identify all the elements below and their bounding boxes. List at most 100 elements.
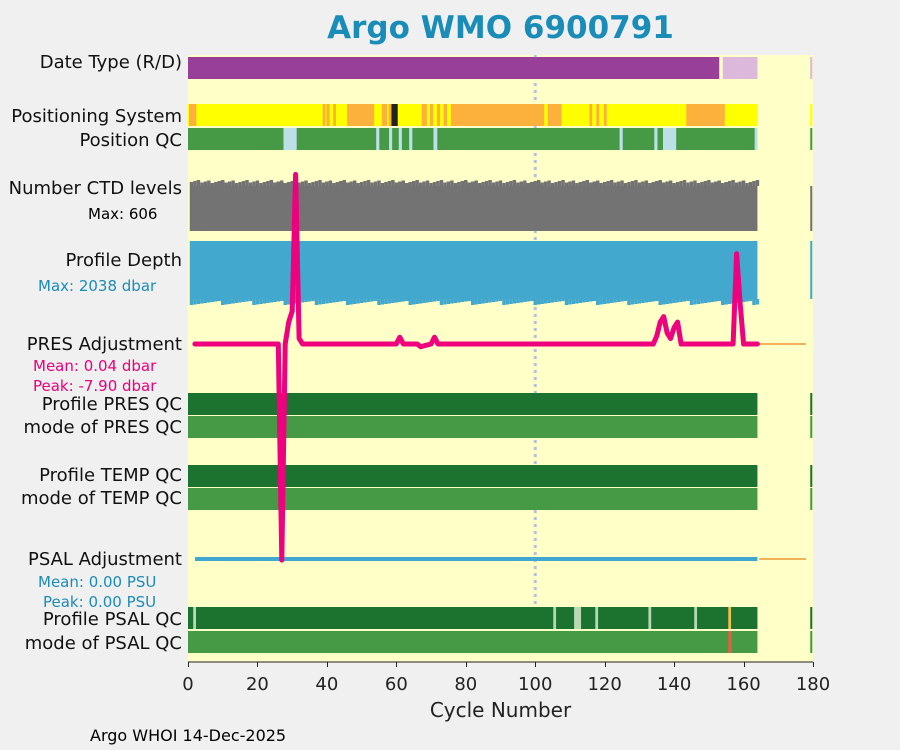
ctd-levels-tick	[606, 181, 610, 186]
x-tick	[604, 662, 606, 667]
label-mode-pres-qc: mode of PRES QC	[23, 417, 182, 438]
ctd-levels-tick	[540, 182, 544, 186]
ctd-levels-tick	[266, 181, 270, 186]
ctd-levels-tick	[575, 183, 579, 186]
profile-depth-tick	[273, 299, 277, 302]
profile-depth-tick	[651, 299, 656, 302]
profile-depth-tick	[276, 299, 281, 302]
profile-depth-tick	[349, 299, 353, 305]
ctd-levels-tick	[582, 181, 586, 186]
ctd-levels-tick	[370, 182, 374, 186]
positioning-segment	[381, 104, 387, 126]
x-tick-label: 140	[656, 674, 692, 695]
profile-depth-tick	[259, 299, 263, 304]
ctd-levels-tick	[738, 181, 742, 186]
ctd-levels-tick	[207, 180, 211, 186]
profile-depth-tick	[620, 299, 624, 302]
label-profile-temp-qc: Profile TEMP QC	[39, 465, 182, 486]
ctd-levels-tick	[227, 181, 232, 186]
profile-depth-tick	[700, 299, 704, 304]
ctd-levels-tick	[696, 183, 701, 186]
profile-depth-tick	[241, 299, 246, 302]
ctd-levels-tick	[224, 182, 228, 186]
ctd-levels-tick	[460, 181, 465, 186]
ctd-levels-tick	[384, 182, 388, 186]
x-tick	[743, 662, 745, 667]
position-qc-segment	[663, 128, 677, 150]
ctd-levels-tick	[297, 182, 301, 186]
profile-depth-tick	[568, 299, 572, 305]
ctd-levels-tick	[307, 183, 312, 186]
profile-depth-tick	[311, 299, 315, 301]
profile-depth-tick	[352, 299, 357, 304]
profile-depth-tick	[196, 299, 201, 304]
position-qc-end-mark	[810, 128, 813, 150]
profile-depth-tick	[234, 299, 239, 303]
profile-depth-tick	[325, 299, 329, 304]
ctd-levels-tick	[714, 181, 718, 186]
position-qc-segment	[409, 128, 413, 150]
ctd-levels-tick	[314, 181, 319, 186]
ctd-levels-tick	[234, 183, 239, 186]
profile-depth-tick	[606, 299, 610, 304]
profile-depth-tick	[366, 299, 371, 302]
profile-depth-tick	[599, 299, 603, 305]
profile-depth-tick	[710, 299, 715, 302]
profile-depth-tick	[575, 299, 579, 304]
ctd-levels-tick	[668, 180, 673, 186]
ctd-levels-tick	[745, 183, 749, 186]
ctd-levels-tick	[477, 183, 482, 186]
profile-depth-tick	[373, 299, 378, 301]
profile-depth-tick	[533, 299, 537, 305]
profile-pres-qc-end-mark	[810, 393, 813, 415]
profile-depth-tick	[658, 299, 662, 305]
ctd-levels-tick	[220, 180, 225, 186]
ctd-levels-tick	[613, 182, 617, 186]
profile-depth-tick	[460, 299, 465, 302]
ctd-levels-tick	[592, 181, 596, 186]
ctd-levels-tick	[255, 180, 260, 186]
ctd-levels-tick	[318, 180, 322, 186]
profile-depth-tick	[450, 299, 454, 304]
profile-depth-tick	[446, 299, 451, 304]
profile-depth-tick	[429, 299, 433, 302]
profile-depth-tick	[536, 299, 541, 305]
label-pres-adjustment: PRES Adjustment	[26, 334, 182, 355]
ctd-levels-tick	[193, 181, 197, 186]
positioning-segment	[189, 104, 197, 126]
ctd-levels-tick	[724, 182, 728, 186]
profile-psal-qc-segment	[694, 607, 698, 629]
profile-depth-tick	[745, 299, 749, 302]
profile-depth-tick	[439, 299, 444, 305]
ctd-levels-tick	[276, 181, 281, 186]
profile-depth-tick	[387, 299, 392, 304]
positioning-segment	[596, 104, 600, 126]
ctd-levels-tick	[655, 181, 659, 186]
ctd-levels-tick	[530, 182, 534, 186]
profile-depth-tick	[675, 299, 680, 303]
ctd-levels-tick	[457, 182, 461, 186]
profile-pres-qc-band	[188, 393, 758, 415]
profile-depth-tick	[689, 299, 694, 305]
x-tick-label: 100	[518, 674, 553, 695]
ctd-levels-tick	[366, 180, 371, 186]
profile-depth-tick	[477, 299, 482, 304]
profile-depth-tick	[502, 299, 506, 305]
ctd-levels-tick	[394, 182, 399, 186]
profile-depth-tick	[470, 299, 475, 305]
ctd-levels-tick	[210, 183, 215, 186]
profile-depth-tick	[335, 299, 340, 302]
profile-depth-tick	[748, 299, 753, 301]
ctd-levels-tick	[474, 180, 478, 186]
positioning-segment	[686, 104, 725, 126]
ctd-levels-tick	[641, 181, 645, 186]
mode-psal-qc-bad-segment	[728, 631, 732, 653]
ctd-levels-tick	[630, 181, 635, 186]
profile-depth-tick	[523, 299, 527, 302]
profile-depth-tick	[627, 299, 631, 305]
ctd-levels-tick	[727, 181, 732, 186]
ctd-levels-tick	[245, 180, 249, 186]
ctd-levels-tick	[682, 180, 687, 186]
label-psal-adjustment: PSAL Adjustment	[27, 549, 182, 570]
ctd-levels-tick	[578, 182, 583, 186]
